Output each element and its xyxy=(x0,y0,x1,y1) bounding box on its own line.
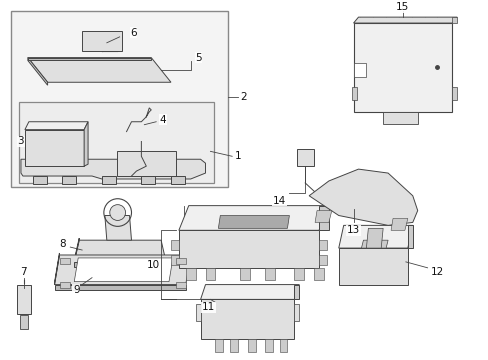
Polygon shape xyxy=(25,122,88,130)
Polygon shape xyxy=(366,228,383,248)
Polygon shape xyxy=(179,206,328,230)
Polygon shape xyxy=(176,282,185,288)
Text: 1: 1 xyxy=(234,151,241,161)
Text: 7: 7 xyxy=(20,267,27,277)
Bar xyxy=(19,102,214,183)
Polygon shape xyxy=(74,258,173,282)
Bar xyxy=(20,315,28,329)
Polygon shape xyxy=(318,240,326,250)
Text: 8: 8 xyxy=(59,239,65,249)
Polygon shape xyxy=(240,268,249,280)
Text: 10: 10 xyxy=(146,260,160,270)
Polygon shape xyxy=(54,253,60,285)
Polygon shape xyxy=(218,216,289,228)
Polygon shape xyxy=(353,63,366,77)
Circle shape xyxy=(110,204,125,220)
Polygon shape xyxy=(264,268,274,280)
Polygon shape xyxy=(264,339,272,352)
Text: 9: 9 xyxy=(73,284,80,294)
Polygon shape xyxy=(54,255,190,285)
Text: 6: 6 xyxy=(130,28,137,38)
Polygon shape xyxy=(61,282,70,288)
Polygon shape xyxy=(84,122,88,166)
Polygon shape xyxy=(361,240,387,248)
Polygon shape xyxy=(28,58,171,82)
Bar xyxy=(17,285,31,314)
Polygon shape xyxy=(294,268,304,280)
Polygon shape xyxy=(318,255,326,265)
Polygon shape xyxy=(279,339,287,352)
Polygon shape xyxy=(25,130,84,166)
Polygon shape xyxy=(74,262,166,267)
Polygon shape xyxy=(451,87,456,100)
Text: 2: 2 xyxy=(240,92,247,102)
Polygon shape xyxy=(353,17,456,23)
Polygon shape xyxy=(230,339,238,352)
Polygon shape xyxy=(353,23,451,112)
Text: 15: 15 xyxy=(395,2,408,12)
Polygon shape xyxy=(54,285,185,289)
Polygon shape xyxy=(61,258,70,264)
Polygon shape xyxy=(294,285,299,300)
Polygon shape xyxy=(390,219,407,230)
Polygon shape xyxy=(200,300,294,339)
Text: 14: 14 xyxy=(272,196,285,206)
Polygon shape xyxy=(117,151,176,176)
Polygon shape xyxy=(21,159,205,179)
Polygon shape xyxy=(179,230,318,268)
Text: 3: 3 xyxy=(18,136,24,147)
Bar xyxy=(11,11,228,187)
Polygon shape xyxy=(451,17,456,23)
Polygon shape xyxy=(171,176,184,184)
Polygon shape xyxy=(185,268,195,280)
Polygon shape xyxy=(215,339,223,352)
Text: 12: 12 xyxy=(430,267,443,277)
Polygon shape xyxy=(200,285,299,300)
Polygon shape xyxy=(102,176,116,184)
Polygon shape xyxy=(33,176,46,184)
Polygon shape xyxy=(294,304,299,321)
Polygon shape xyxy=(195,304,200,321)
Polygon shape xyxy=(297,149,313,166)
Polygon shape xyxy=(171,240,179,250)
Polygon shape xyxy=(314,211,331,222)
Polygon shape xyxy=(407,225,412,248)
Polygon shape xyxy=(205,268,215,280)
Text: 5: 5 xyxy=(195,53,202,63)
Polygon shape xyxy=(247,339,255,352)
Polygon shape xyxy=(82,31,122,51)
Text: 4: 4 xyxy=(160,115,166,125)
Polygon shape xyxy=(338,225,412,248)
Polygon shape xyxy=(338,248,407,285)
Polygon shape xyxy=(313,268,323,280)
Polygon shape xyxy=(74,240,166,262)
Polygon shape xyxy=(176,258,185,264)
Polygon shape xyxy=(28,58,151,59)
Polygon shape xyxy=(104,216,131,240)
Polygon shape xyxy=(308,169,417,225)
Polygon shape xyxy=(62,176,76,184)
Text: 13: 13 xyxy=(346,225,360,235)
Polygon shape xyxy=(318,206,328,230)
Text: 11: 11 xyxy=(202,302,215,312)
Polygon shape xyxy=(383,112,417,124)
Polygon shape xyxy=(74,238,79,262)
Polygon shape xyxy=(351,87,356,100)
Polygon shape xyxy=(171,255,179,265)
Polygon shape xyxy=(141,176,155,184)
Polygon shape xyxy=(28,58,47,85)
